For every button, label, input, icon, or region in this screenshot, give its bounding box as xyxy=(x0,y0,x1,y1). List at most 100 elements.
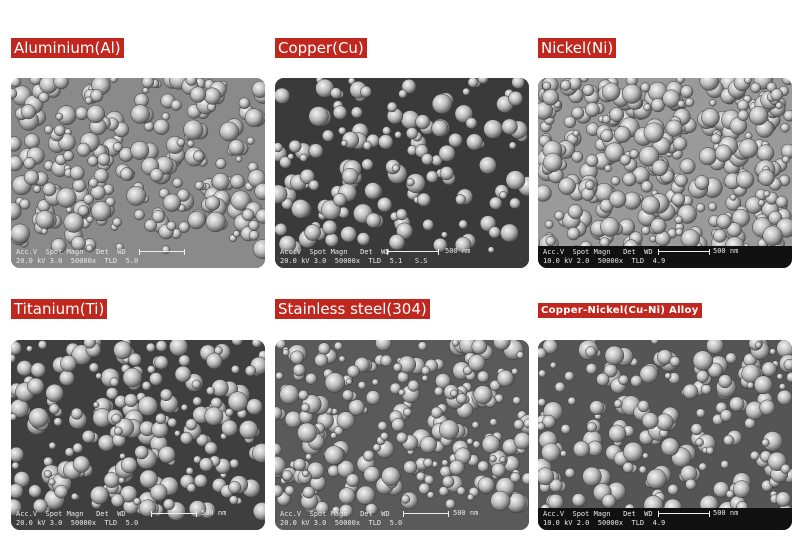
sem-image-stainless-steel: Acc.V Spot Magn Det WD 20.0 kV 3.0 50000… xyxy=(275,340,529,530)
particle xyxy=(178,221,190,233)
particle xyxy=(560,424,571,435)
particle xyxy=(90,89,104,103)
particle xyxy=(185,78,198,86)
particle xyxy=(363,466,381,483)
particle xyxy=(299,153,308,162)
particle xyxy=(65,206,73,214)
sem-info-bar: Acc.V Spot Magn Det WD 10.0 kV 2.0 50000… xyxy=(538,508,792,530)
particle xyxy=(124,393,138,408)
particle xyxy=(195,433,209,447)
particle xyxy=(523,418,529,429)
particle-field xyxy=(11,340,265,530)
particle xyxy=(314,353,329,368)
particle xyxy=(372,443,381,452)
particle xyxy=(642,452,649,460)
particle xyxy=(86,215,94,224)
particle xyxy=(516,351,525,359)
particle xyxy=(716,213,732,230)
scale-bar xyxy=(151,511,197,517)
particle xyxy=(227,391,249,412)
particle xyxy=(159,388,173,402)
particle xyxy=(361,158,374,171)
particle-field xyxy=(538,78,792,268)
particle xyxy=(403,460,418,475)
particle xyxy=(228,480,242,494)
particle xyxy=(275,340,287,350)
particle xyxy=(122,367,143,388)
particle xyxy=(128,352,142,367)
sem-info-bar: Acc.V Spot Magn Det WD 20.0 kV 3.0 50000… xyxy=(11,246,265,268)
particle xyxy=(542,340,558,355)
particle xyxy=(205,211,226,233)
particle xyxy=(30,362,46,378)
particle xyxy=(567,204,583,220)
particle xyxy=(613,399,623,409)
particle xyxy=(699,78,720,91)
particle xyxy=(477,78,489,84)
particle xyxy=(24,133,40,149)
particle xyxy=(467,78,479,88)
particle xyxy=(650,98,665,113)
particle xyxy=(275,223,288,236)
particle xyxy=(340,226,357,243)
particle xyxy=(778,383,786,391)
particle-field xyxy=(275,78,529,268)
particle xyxy=(144,219,157,232)
particle xyxy=(664,372,672,380)
particle xyxy=(342,389,354,401)
particle xyxy=(338,126,347,135)
particle xyxy=(378,134,394,150)
particle xyxy=(445,498,456,510)
particle xyxy=(109,377,120,387)
particle xyxy=(720,460,730,469)
particle xyxy=(72,178,87,193)
particle xyxy=(179,431,193,445)
particle xyxy=(299,168,315,184)
sem-image-copper-nickel: Acc.V Spot Magn Det WD 10.0 kV 2.0 50000… xyxy=(538,340,792,530)
particle xyxy=(297,422,318,443)
particle xyxy=(130,140,150,160)
particle xyxy=(618,374,629,386)
particle xyxy=(147,365,156,374)
particle xyxy=(95,372,103,380)
particle xyxy=(84,96,93,105)
particle xyxy=(305,453,313,461)
particle xyxy=(707,362,723,378)
particle xyxy=(155,340,168,352)
particle xyxy=(308,106,329,127)
particle xyxy=(695,408,706,418)
particle xyxy=(338,487,356,505)
particle xyxy=(203,87,221,105)
sem-image-nickel: Acc.V Spot Magn Det WD 10.0 kV 2.0 50000… xyxy=(538,78,792,268)
particle xyxy=(141,78,155,89)
scale-bar xyxy=(403,511,449,517)
scale-label: 500 nm xyxy=(713,247,739,255)
particle xyxy=(398,89,408,99)
particle xyxy=(11,461,20,470)
particle xyxy=(538,422,546,431)
particle xyxy=(228,139,245,156)
particle xyxy=(392,362,403,373)
particle xyxy=(483,119,503,139)
particle xyxy=(19,198,31,210)
particle xyxy=(231,340,243,346)
particle xyxy=(11,446,25,463)
particle xyxy=(585,346,597,358)
particle xyxy=(63,150,74,162)
particle xyxy=(77,204,90,217)
particle xyxy=(23,157,36,170)
particle xyxy=(676,78,685,84)
particle-field xyxy=(275,340,529,530)
particle xyxy=(584,180,595,191)
particle xyxy=(275,442,282,457)
particle xyxy=(419,436,437,454)
particle xyxy=(489,379,501,392)
particle xyxy=(119,167,134,181)
particle xyxy=(677,100,686,108)
particle xyxy=(737,99,749,112)
particle xyxy=(275,406,283,421)
particle xyxy=(115,242,124,251)
particle xyxy=(775,195,788,209)
particle xyxy=(225,408,234,417)
particle xyxy=(458,219,468,229)
